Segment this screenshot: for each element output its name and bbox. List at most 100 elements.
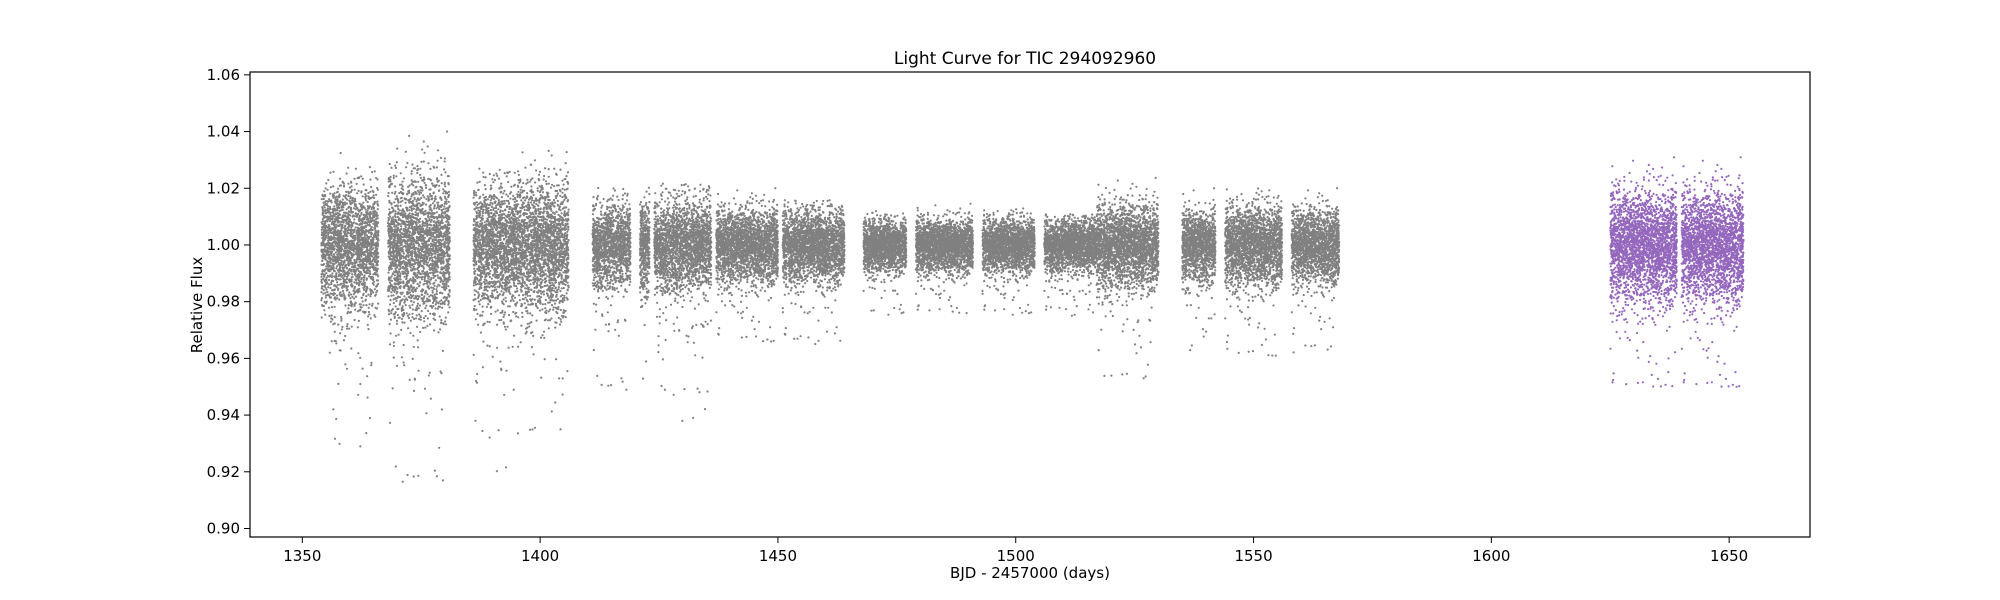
data-point (415, 200, 417, 202)
data-point (333, 275, 335, 277)
data-point (396, 235, 398, 237)
data-point (434, 242, 436, 244)
data-point (424, 152, 426, 154)
data-point (333, 289, 335, 291)
data-point (341, 206, 343, 208)
data-point (520, 189, 522, 191)
data-point (368, 195, 370, 197)
data-point (330, 262, 332, 264)
data-point (362, 304, 364, 306)
data-point (417, 259, 419, 261)
data-point (389, 242, 391, 244)
data-point (325, 212, 327, 214)
data-point (407, 190, 409, 192)
data-point (410, 269, 412, 271)
data-point (400, 172, 402, 174)
data-point (338, 207, 340, 209)
data-point (427, 231, 429, 233)
data-point (361, 206, 363, 208)
data-point (414, 221, 416, 223)
data-point (324, 206, 326, 208)
data-point (367, 218, 369, 220)
data-point (444, 216, 446, 218)
data-point (400, 225, 402, 227)
data-point (371, 260, 373, 262)
data-point (390, 167, 392, 169)
data-point (330, 218, 332, 220)
data-point (372, 291, 374, 293)
data-point (410, 286, 412, 288)
data-point (437, 331, 439, 333)
data-point (392, 387, 394, 389)
data-point (390, 232, 392, 234)
data-point (362, 242, 364, 244)
data-point (430, 216, 432, 218)
data-point (422, 194, 424, 196)
data-point (329, 208, 331, 210)
data-point (435, 226, 437, 228)
data-point (349, 297, 351, 299)
data-point (503, 394, 505, 396)
data-point (323, 309, 325, 311)
data-point (391, 280, 393, 282)
data-point (349, 281, 351, 283)
data-point (429, 247, 431, 249)
data-point (357, 237, 359, 239)
series-0-points (320, 130, 1340, 482)
data-point (431, 182, 433, 184)
data-point (445, 283, 447, 285)
data-point (359, 235, 361, 237)
data-point (438, 235, 440, 237)
data-point (367, 205, 369, 207)
data-point (500, 183, 502, 185)
data-point (323, 276, 325, 278)
data-point (407, 245, 409, 247)
data-point (433, 252, 435, 254)
data-point (376, 290, 378, 292)
data-point (376, 249, 378, 251)
data-point (396, 198, 398, 200)
data-point (389, 163, 391, 165)
data-point (413, 318, 415, 320)
data-point (429, 313, 431, 315)
data-point (339, 349, 341, 351)
data-point (367, 269, 369, 271)
data-point (323, 198, 325, 200)
data-point (429, 283, 431, 285)
data-point (396, 257, 398, 259)
data-point (434, 470, 436, 472)
data-point (339, 284, 341, 286)
data-point (365, 263, 367, 265)
data-point (366, 277, 368, 279)
data-point (335, 256, 337, 258)
data-point (350, 234, 352, 236)
data-point (403, 361, 405, 363)
data-point (335, 224, 337, 226)
data-point (405, 236, 407, 238)
data-point (434, 204, 436, 206)
data-point (335, 233, 337, 235)
data-point (413, 266, 415, 268)
data-point (442, 188, 444, 190)
data-point (390, 291, 392, 293)
data-point (443, 277, 445, 279)
data-point (421, 148, 423, 150)
data-point (362, 202, 364, 204)
data-point (323, 230, 325, 232)
data-point (404, 213, 406, 215)
data-point (508, 347, 510, 349)
data-point (372, 264, 374, 266)
data-point (322, 212, 324, 214)
data-point (421, 310, 423, 312)
data-point (410, 246, 412, 248)
data-point (405, 202, 407, 204)
data-point (326, 267, 328, 269)
data-point (363, 227, 365, 229)
data-point (330, 200, 332, 202)
data-point (441, 307, 443, 309)
data-point (340, 320, 342, 322)
data-point (417, 230, 419, 232)
data-point (494, 286, 496, 288)
data-point (351, 262, 353, 264)
data-point (366, 250, 368, 252)
